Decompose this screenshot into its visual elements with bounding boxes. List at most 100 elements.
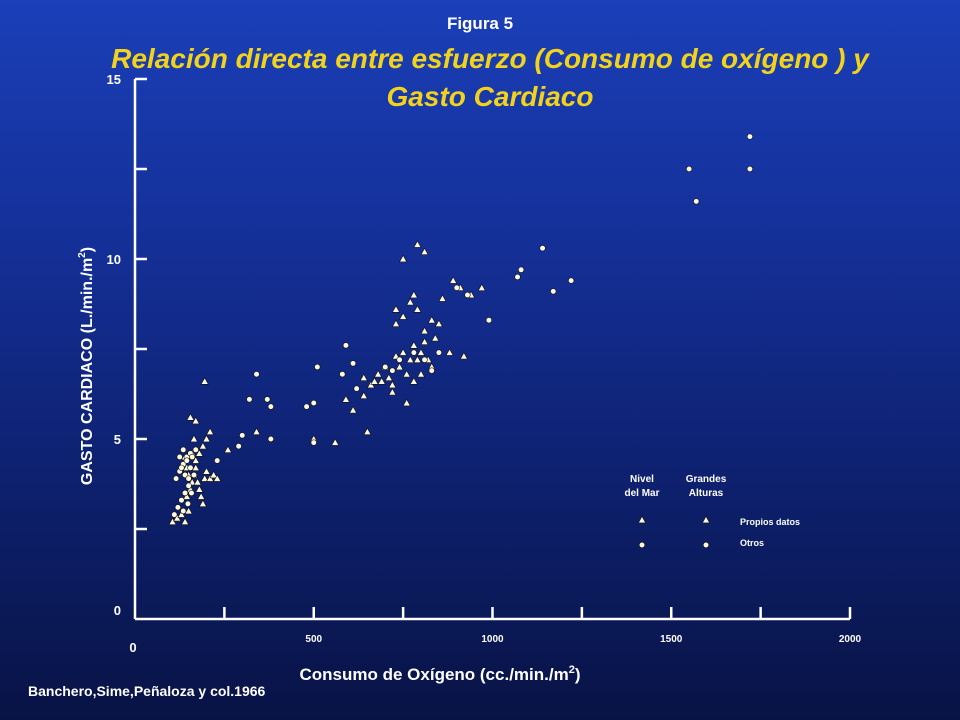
y-tick-label: 10	[107, 252, 121, 267]
data-point-circle	[435, 349, 442, 356]
data-point-triangle	[377, 377, 386, 385]
data-point-circle	[382, 363, 389, 371]
data-point-triangle	[416, 348, 426, 356]
data-point-circle	[190, 471, 198, 479]
chart-title: Relación directa entre esfuerzo (Consumo…	[111, 43, 869, 112]
data-point-triangle	[402, 398, 411, 407]
data-point-triangle	[331, 438, 340, 446]
data-point-circle	[180, 507, 187, 515]
data-point-triangle	[202, 467, 211, 475]
data-point-triangle	[406, 355, 415, 363]
data-point-circle	[396, 356, 403, 363]
data-point-circle	[310, 439, 317, 446]
data-point-triangle	[359, 391, 368, 399]
data-point-circle	[410, 349, 417, 356]
data-point-triangle	[420, 326, 429, 335]
data-point-triangle	[399, 312, 408, 320]
legend-row-label: Propios datos	[740, 517, 800, 527]
data-point-triangle	[391, 305, 401, 313]
data-point-triangle	[191, 416, 200, 425]
x-tick-label: 1000	[481, 634, 504, 645]
data-point-triangle	[406, 297, 415, 306]
source-credit: Banchero,Sime,Peñaloza y col.1966	[28, 683, 266, 699]
data-point-circle	[185, 475, 192, 482]
series-1	[171, 446, 199, 518]
data-point-triangle	[366, 380, 376, 389]
data-point-triangle	[402, 369, 411, 378]
data-point-triangle	[200, 474, 209, 482]
data-point-triangle	[202, 434, 211, 443]
data-point-triangle	[413, 305, 422, 313]
data-point-circle	[746, 133, 754, 140]
legend-row-label: Otros	[740, 538, 764, 548]
y-axis-label: GASTO CARDIACO (L./min./m2)	[77, 247, 96, 485]
data-point-circle	[693, 198, 700, 205]
data-point-circle	[517, 266, 525, 273]
data-point-triangle	[182, 492, 191, 500]
x-axis-label: Consumo de Oxígeno (cc./min./m2)	[300, 664, 581, 684]
data-point-circle	[187, 464, 194, 471]
data-point-triangle	[341, 395, 351, 403]
data-point-triangle	[445, 348, 454, 356]
data-point-circle	[342, 342, 350, 349]
data-point-circle	[267, 403, 274, 410]
data-point-triangle	[449, 276, 458, 284]
data-point-circle	[353, 385, 360, 392]
data-point-circle	[389, 367, 396, 374]
data-point-triangle	[409, 341, 418, 349]
data-point-triangle	[363, 427, 372, 435]
data-point-triangle	[434, 319, 443, 327]
data-point-triangle	[189, 434, 199, 443]
data-point-triangle	[459, 351, 469, 360]
data-point-triangle	[477, 283, 486, 291]
legend-marker-triangle	[637, 515, 647, 524]
data-point-circle	[514, 273, 521, 281]
data-point-circle	[339, 371, 346, 378]
data-point-triangle	[195, 485, 204, 493]
data-point-circle	[539, 245, 546, 252]
legend-marker-circle	[638, 541, 646, 549]
x-tick-label: 2000	[839, 634, 862, 645]
data-point-triangle	[399, 254, 408, 263]
data-point-triangle	[195, 449, 204, 457]
legend-column-label: Grandes Alturas	[686, 474, 727, 499]
data-point-circle	[180, 446, 187, 453]
data-point-circle	[746, 165, 754, 173]
data-point-circle	[550, 288, 557, 295]
data-point-circle	[184, 500, 192, 507]
data-point-triangle	[373, 369, 383, 378]
data-point-triangle	[391, 319, 401, 327]
data-point-triangle	[177, 510, 186, 518]
data-point-triangle	[213, 474, 222, 482]
data-point-circle	[176, 453, 183, 461]
data-point-triangle	[427, 315, 436, 324]
data-point-circle	[235, 443, 242, 450]
data-point-circle	[310, 399, 317, 407]
series-2	[223, 240, 486, 453]
axes: 500 1000 1500 2000 0 0 5 10 15 Consumo de Oxígeno…	[77, 72, 862, 684]
data-point-circle	[314, 363, 321, 371]
series-3	[214, 133, 754, 464]
data-point-triangle	[180, 517, 190, 525]
legend-column-label: Nivel del Mar	[624, 474, 659, 499]
data-point-triangle	[395, 362, 404, 371]
data-point-circle	[214, 457, 221, 464]
data-point-triangle	[420, 247, 429, 255]
data-point-triangle	[205, 474, 215, 482]
figure-label: Figura 5	[446, 14, 514, 33]
data-point-triangle	[413, 240, 422, 248]
data-point-circle	[246, 396, 253, 403]
data-point-triangle	[184, 506, 193, 515]
data-point-circle	[686, 165, 693, 173]
data-point-circle	[253, 371, 260, 378]
data-point-triangle	[223, 445, 233, 453]
data-point-triangle	[409, 290, 418, 299]
data-point-circle	[464, 291, 471, 299]
data-point-circle	[171, 511, 178, 518]
data-marks	[168, 133, 754, 525]
data-point-triangle	[359, 373, 368, 381]
data-point-triangle	[209, 470, 218, 479]
data-point-circle	[183, 457, 190, 464]
data-point-triangle	[193, 477, 202, 486]
